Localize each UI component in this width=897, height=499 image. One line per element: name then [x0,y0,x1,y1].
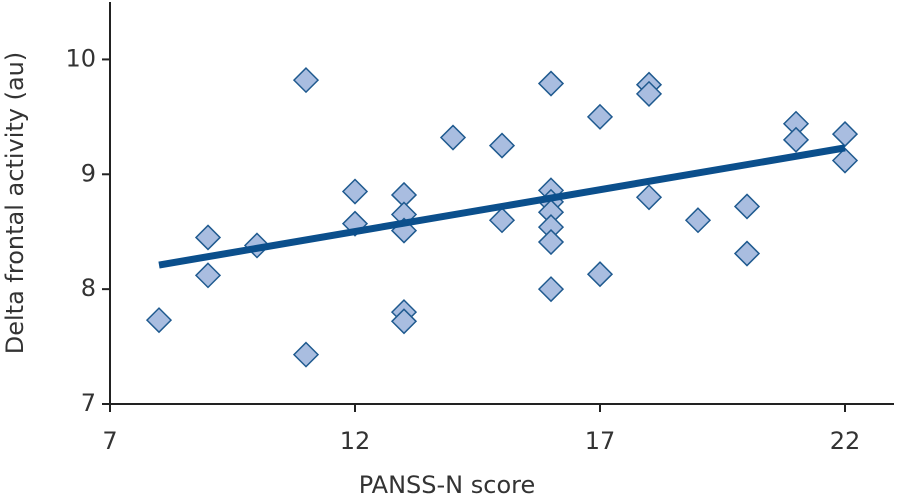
data-point [831,121,859,148]
x-tick-label: 7 [102,427,117,455]
data-point [537,228,565,256]
data-point [733,193,761,220]
y-tick-label: 9 [81,159,96,187]
x-tick-label: 12 [340,427,371,455]
data-point [684,207,712,234]
data-point [635,80,663,107]
data-point [537,70,565,97]
data-point [782,126,810,153]
x-axis-title: PANSS-N score [359,471,536,499]
data-point [292,341,320,368]
data-point [586,261,614,288]
data-point [537,276,565,303]
y-axis-title: Delta frontal activity (au) [1,52,29,355]
data-point [145,307,173,334]
data-point [194,262,222,289]
data-point [586,103,614,130]
data-point [733,240,761,267]
data-point [488,132,516,159]
data-point [635,184,663,211]
y-tick-label: 7 [81,389,96,417]
data-point [194,224,222,251]
data-point [831,147,859,174]
data-point [439,124,467,151]
trend-line [158,144,846,269]
x-tick-label: 22 [830,427,861,455]
y-tick-label: 8 [81,274,96,302]
data-point [390,308,418,335]
data-point [341,178,369,205]
data-point [292,67,320,94]
y-tick-label: 10 [65,44,96,72]
x-tick-label: 17 [585,427,616,455]
data-point [488,207,516,234]
